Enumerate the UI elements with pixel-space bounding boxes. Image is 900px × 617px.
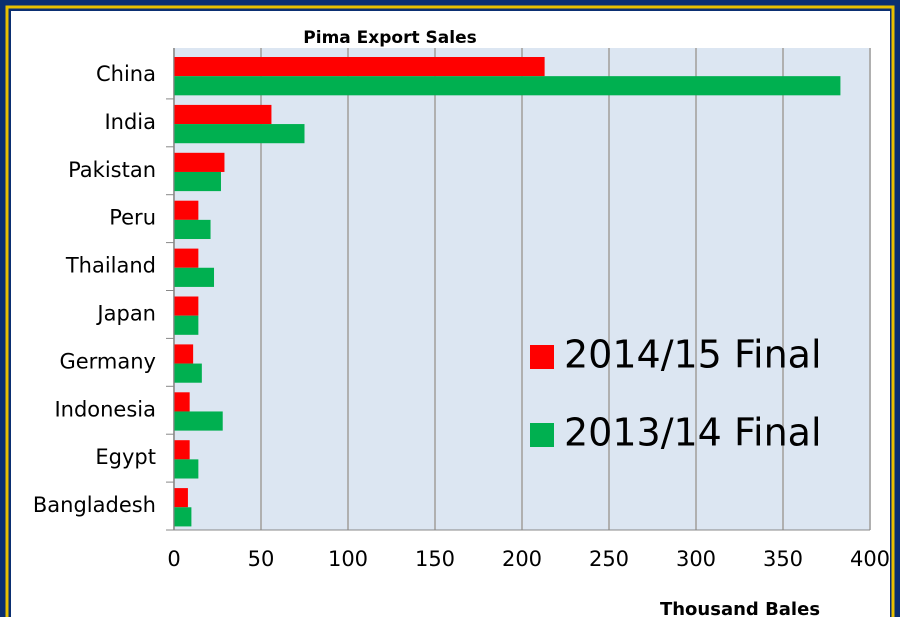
bar bbox=[174, 363, 202, 383]
x-tick-label: 100 bbox=[328, 547, 368, 571]
legend-swatch bbox=[530, 345, 554, 369]
y-tick-label: Bangladesh bbox=[33, 493, 156, 517]
x-tick-label: 50 bbox=[248, 547, 275, 571]
x-tick-label: 250 bbox=[589, 547, 629, 571]
bar bbox=[174, 315, 199, 335]
y-tick-label: Egypt bbox=[95, 445, 156, 469]
y-tick-label: Peru bbox=[109, 206, 156, 230]
y-tick-label: Japan bbox=[95, 301, 156, 325]
bar bbox=[174, 76, 841, 96]
legend-label: 2013/14 Final bbox=[564, 411, 822, 455]
y-tick-label: India bbox=[104, 110, 156, 134]
y-tick-label: Indonesia bbox=[54, 397, 156, 421]
legend-label: 2014/15 Final bbox=[564, 333, 822, 377]
bar bbox=[174, 104, 272, 125]
bar bbox=[174, 219, 211, 240]
bar bbox=[174, 344, 194, 364]
bar bbox=[174, 459, 199, 479]
frame-border bbox=[5, 5, 895, 617]
bar bbox=[174, 152, 225, 172]
bar bbox=[174, 440, 190, 460]
x-tick-label: 400 bbox=[850, 547, 890, 571]
bar bbox=[174, 200, 199, 220]
bar bbox=[174, 411, 223, 431]
x-tick-label: 150 bbox=[415, 547, 455, 571]
bar bbox=[174, 296, 199, 316]
y-tick-label: Germany bbox=[59, 349, 156, 373]
x-tick-label: 300 bbox=[676, 547, 716, 571]
legend-swatch bbox=[530, 423, 554, 447]
bar bbox=[174, 488, 188, 508]
bar bbox=[174, 267, 215, 287]
y-tick-label: Thailand bbox=[65, 254, 156, 278]
x-tick-label: 0 bbox=[167, 547, 180, 571]
bar bbox=[174, 248, 199, 268]
y-tick-label: China bbox=[96, 62, 156, 86]
bar bbox=[174, 124, 305, 144]
bar bbox=[174, 507, 192, 527]
x-tick-label: 200 bbox=[502, 547, 542, 571]
bar bbox=[174, 57, 545, 77]
x-axis-label: Thousand Bales bbox=[660, 599, 820, 617]
y-tick-label: Pakistan bbox=[68, 158, 156, 182]
bar bbox=[174, 171, 221, 192]
bar bbox=[174, 392, 190, 412]
x-tick-label: 350 bbox=[763, 547, 803, 571]
chart-title: Pima Export Sales bbox=[303, 28, 476, 48]
